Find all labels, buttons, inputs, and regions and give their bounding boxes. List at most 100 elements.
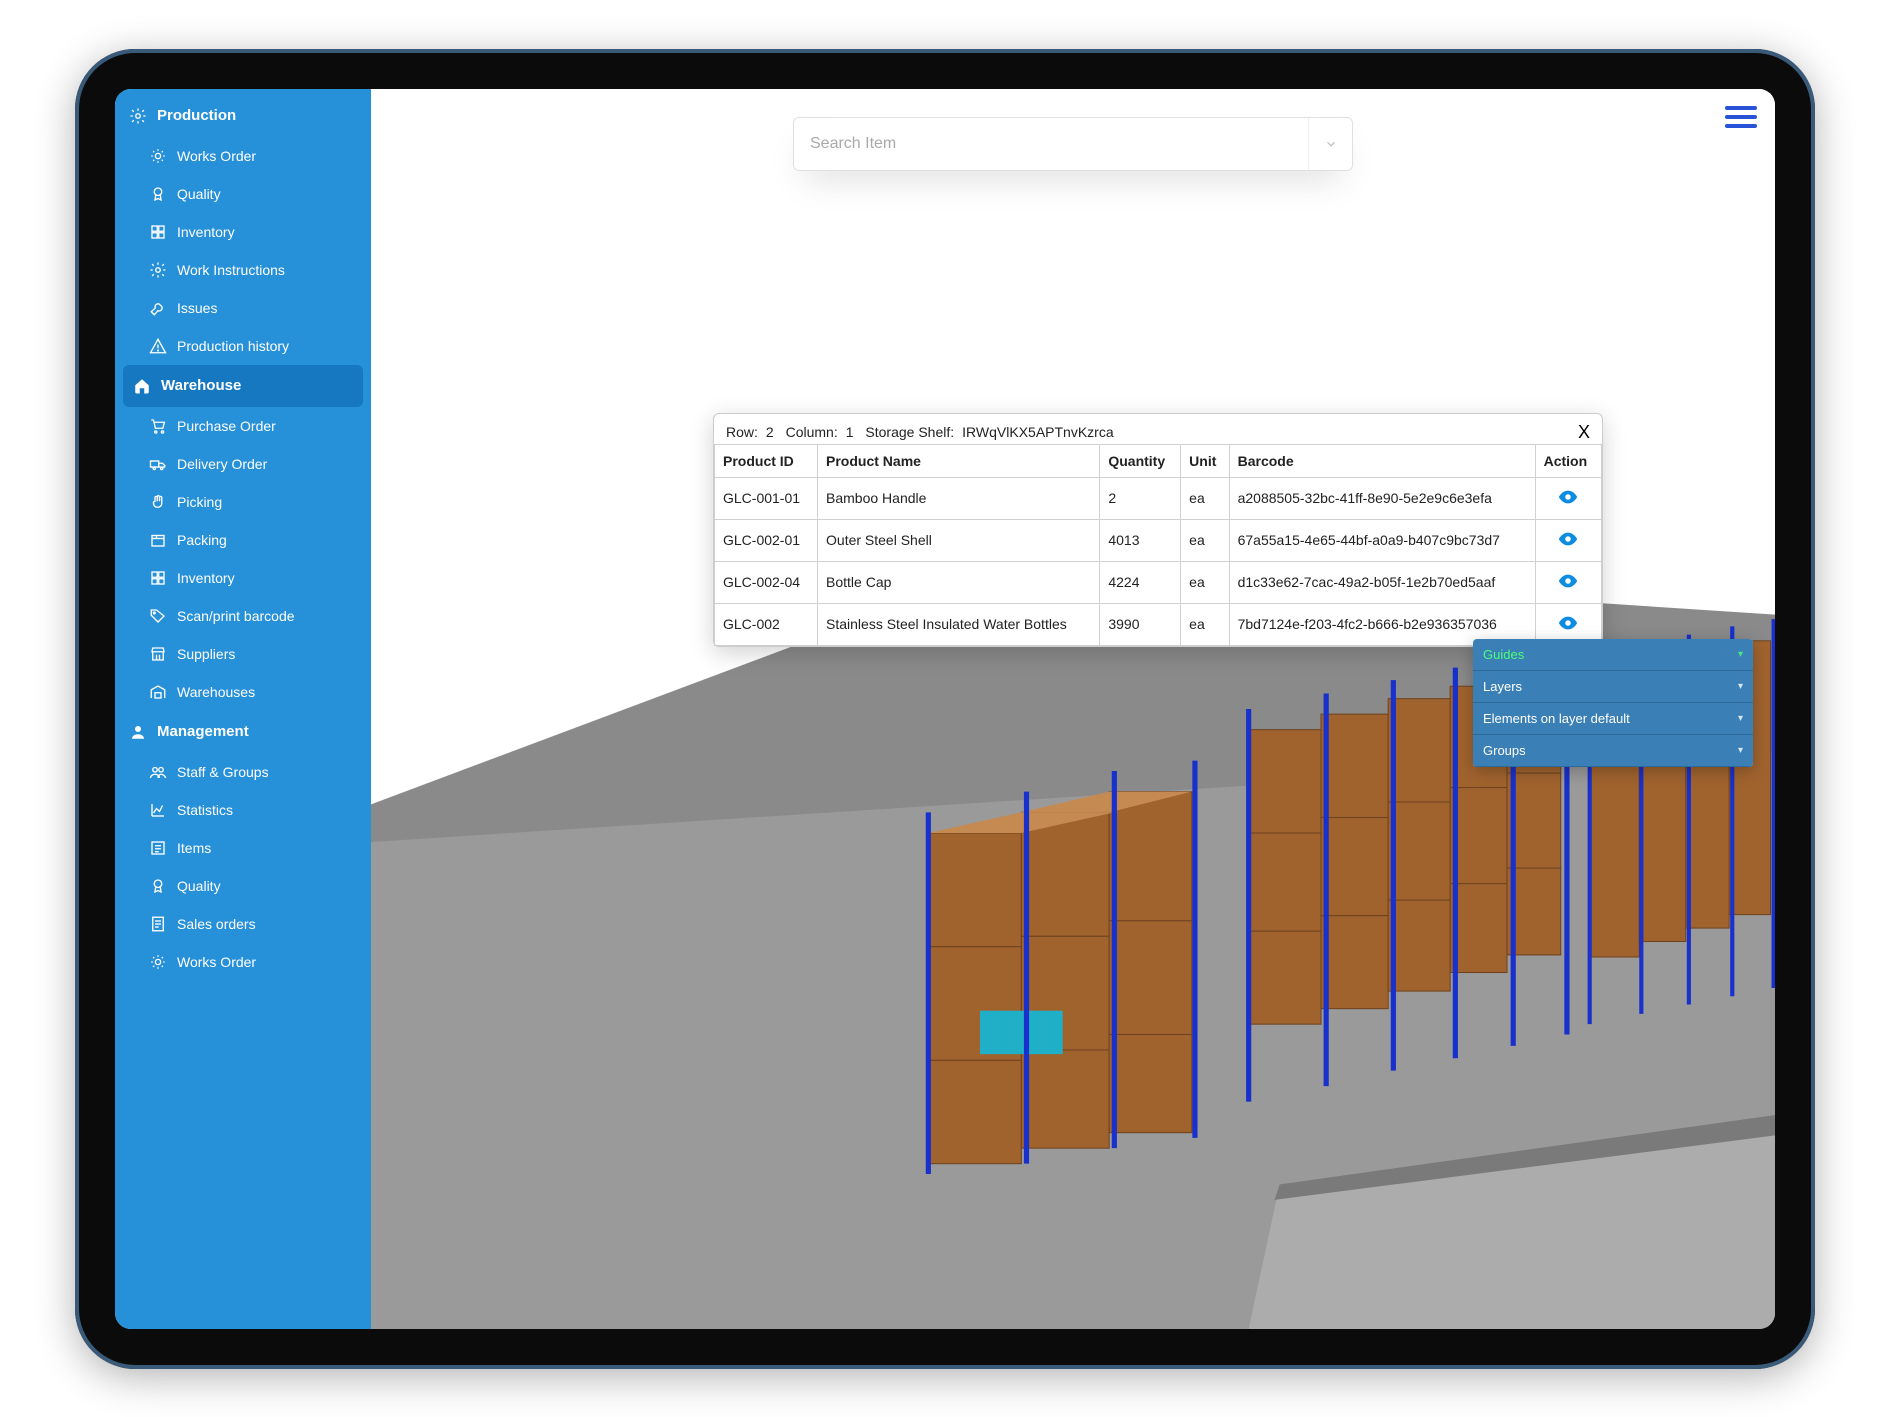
nav-item-label: Quality [177, 878, 221, 894]
list-icon [149, 839, 167, 857]
nav-item-statistics[interactable]: Statistics [115, 791, 371, 829]
shelf-contents-table: Product IDProduct NameQuantityUnitBarcod… [714, 444, 1602, 646]
nav-item-warehouses[interactable]: Warehouses [115, 673, 371, 711]
gear-badge-icon [149, 953, 167, 971]
nav-item-label: Items [177, 840, 211, 856]
nav-item-label: Works Order [177, 148, 256, 164]
layer-row-label: Elements on layer default [1483, 711, 1630, 726]
layer-panel-row-groups[interactable]: Groups▾ [1473, 735, 1753, 767]
nav-item-items[interactable]: Items [115, 829, 371, 867]
nav-section-label: Management [157, 723, 249, 740]
wrench-icon [149, 299, 167, 317]
nav-item-label: Suppliers [177, 646, 235, 662]
layer-panel-row-guides[interactable]: Guides▾ [1473, 639, 1753, 671]
nav-section-warehouse[interactable]: Warehouse [123, 365, 363, 407]
nav-item-works-order[interactable]: Works Order [115, 137, 371, 175]
cell-action [1535, 477, 1601, 519]
nav-item-inventory[interactable]: Inventory [115, 213, 371, 251]
close-button[interactable]: X [1578, 422, 1590, 443]
cell-unit: ea [1181, 561, 1229, 603]
view-button[interactable] [1557, 528, 1579, 550]
nav-item-production-history[interactable]: Production history [115, 327, 371, 365]
cell-barcode: a2088505-32bc-41ff-8e90-5e2e9c6e3efa [1229, 477, 1535, 519]
nav-section-management[interactable]: Management [115, 711, 371, 753]
nav-item-issues[interactable]: Issues [115, 289, 371, 327]
cell-qty: 2 [1100, 477, 1181, 519]
tablet-frame: Production Works Order Quality Inventory Wor… [75, 49, 1815, 1369]
person-icon [129, 723, 147, 741]
nav-item-label: Statistics [177, 802, 233, 818]
shelf-value: IRWqVlKX5APTnvKzrca [962, 424, 1113, 440]
cell-id: GLC-002 [715, 603, 818, 645]
hand-icon [149, 493, 167, 511]
home-icon [133, 377, 151, 395]
cell-name: Outer Steel Shell [818, 519, 1100, 561]
menu-button[interactable] [1725, 101, 1757, 127]
col-value: 1 [846, 424, 854, 440]
layer-row-label: Guides [1483, 647, 1524, 662]
chart-icon [149, 801, 167, 819]
cell-name: Bamboo Handle [818, 477, 1100, 519]
boxes-icon [149, 223, 167, 241]
warehouse-icon [149, 683, 167, 701]
store-icon [149, 645, 167, 663]
chevron-down-icon: ▾ [1738, 681, 1743, 692]
column-header: Quantity [1100, 444, 1181, 477]
receipt-icon [149, 915, 167, 933]
nav-item-packing[interactable]: Packing [115, 521, 371, 559]
cell-id: GLC-001-01 [715, 477, 818, 519]
nav-item-sales-orders[interactable]: Sales orders [115, 905, 371, 943]
shelf-info-popup: X Row:2 Column:1 Storage Shelf:IRWqVlKX5… [713, 413, 1603, 647]
table-row: GLC-002Stainless Steel Insulated Water B… [715, 603, 1602, 645]
view-button[interactable] [1557, 570, 1579, 592]
row-label: Row: [726, 424, 758, 440]
nav-item-scan-print-barcode[interactable]: Scan/print barcode [115, 597, 371, 635]
table-row: GLC-002-01Outer Steel Shell4013ea67a55a1… [715, 519, 1602, 561]
nav-item-label: Works Order [177, 954, 256, 970]
nav-item-label: Inventory [177, 224, 235, 240]
cart-icon [149, 417, 167, 435]
cell-unit: ea [1181, 477, 1229, 519]
nav-item-label: Purchase Order [177, 418, 276, 434]
cell-qty: 3990 [1100, 603, 1181, 645]
nav-item-suppliers[interactable]: Suppliers [115, 635, 371, 673]
layer-panel-row-elements-on-layer-default[interactable]: Elements on layer default ▾ [1473, 703, 1753, 735]
cell-id: GLC-002-04 [715, 561, 818, 603]
nav-item-delivery-order[interactable]: Delivery Order [115, 445, 371, 483]
column-header: Barcode [1229, 444, 1535, 477]
nav-item-quality[interactable]: Quality [115, 175, 371, 213]
search-input[interactable] [794, 135, 1308, 153]
cell-barcode: 67a55a15-4e65-44bf-a0a9-b407c9bc73d7 [1229, 519, 1535, 561]
view-button[interactable] [1557, 486, 1579, 508]
chevron-down-icon: ▾ [1738, 713, 1743, 724]
nav-item-works-order[interactable]: Works Order [115, 943, 371, 981]
nav-section-label: Warehouse [161, 377, 241, 394]
column-header: Unit [1181, 444, 1229, 477]
row-value: 2 [766, 424, 774, 440]
nav-item-label: Scan/print barcode [177, 608, 295, 624]
sidebar: Production Works Order Quality Inventory Wor… [115, 89, 371, 1329]
nav-item-work-instructions[interactable]: Work Instructions [115, 251, 371, 289]
cell-unit: ea [1181, 519, 1229, 561]
nav-item-label: Sales orders [177, 916, 256, 932]
nav-item-staff-groups[interactable]: Staff & Groups [115, 753, 371, 791]
gear-badge-icon [149, 147, 167, 165]
chevron-down-icon [1324, 137, 1338, 151]
layer-panel-row-layers[interactable]: Layers▾ [1473, 671, 1753, 703]
nav-item-inventory[interactable]: Inventory [115, 559, 371, 597]
view-button[interactable] [1557, 612, 1579, 634]
nav-item-picking[interactable]: Picking [115, 483, 371, 521]
truck-icon [149, 455, 167, 473]
popup-header: Row:2 Column:1 Storage Shelf:IRWqVlKX5AP… [714, 414, 1602, 444]
nav-section-production[interactable]: Production [115, 95, 371, 137]
cell-barcode: d1c33e62-7cac-49a2-b05f-1e2b70ed5aaf [1229, 561, 1535, 603]
nav-item-purchase-order[interactable]: Purchase Order [115, 407, 371, 445]
shelf-label: Storage Shelf: [865, 424, 954, 440]
gear-icon [149, 261, 167, 279]
search-dropdown-toggle[interactable] [1308, 118, 1352, 170]
cell-name: Stainless Steel Insulated Water Bottles [818, 603, 1100, 645]
nav-item-quality[interactable]: Quality [115, 867, 371, 905]
search-combo[interactable] [793, 117, 1353, 171]
layer-panel: Guides▾Layers▾Elements on layer default▾… [1473, 639, 1753, 767]
warning-icon [149, 337, 167, 355]
